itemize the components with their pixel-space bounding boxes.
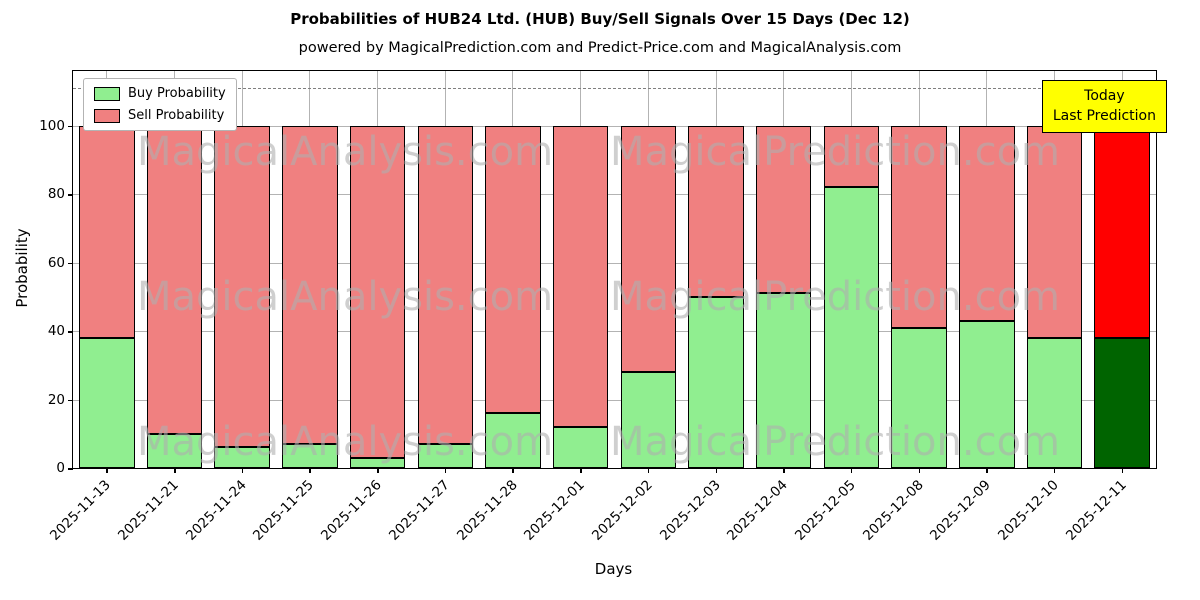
bar-segment-buy <box>214 447 270 468</box>
x-tick-label: 2025-12-10 <box>994 477 1062 544</box>
x-tick-mark <box>106 468 108 473</box>
bar-segment-buy <box>79 337 135 468</box>
legend: Buy Probability Sell Probability <box>83 78 237 131</box>
legend-item-sell: Sell Probability <box>94 108 226 123</box>
sell-probability-swatch <box>94 108 120 123</box>
y-tick-label: 60 <box>47 254 65 271</box>
y-gridline <box>73 194 1156 196</box>
x-tick-mark <box>850 468 853 473</box>
y-gridline <box>73 399 1156 401</box>
y-tick-label: 20 <box>47 391 65 408</box>
x-tick-label: 2025-12-09 <box>927 477 995 544</box>
y-tick-mark <box>68 125 73 128</box>
bar-segment-buy <box>146 433 203 468</box>
y-tick-label: 100 <box>39 117 65 134</box>
x-tick-mark <box>377 468 379 473</box>
bar-segment-sell <box>417 125 474 445</box>
x-tick-mark <box>512 468 514 473</box>
x-tick-mark <box>918 468 921 473</box>
bar-segment-sell <box>349 125 406 458</box>
bar-segment-sell <box>1026 125 1083 338</box>
y-tick-mark <box>68 262 73 265</box>
today-annotation: Today Last Prediction <box>1041 80 1167 133</box>
threshold-dashed-line <box>73 88 1156 90</box>
bar-segment-buy <box>349 457 406 468</box>
bar-segment-sell <box>485 125 541 414</box>
bar-segment-sell <box>755 125 812 294</box>
bar-segment-buy <box>1026 337 1083 468</box>
bar-segment-buy <box>1094 337 1150 468</box>
bar-segment-sell <box>146 125 203 434</box>
x-tick-mark <box>647 468 650 473</box>
y-axis-label: Probability <box>13 228 31 308</box>
x-tick-label: 2025-11-25 <box>250 477 318 544</box>
x-tick-label: 2025-12-02 <box>588 477 656 544</box>
bar-segment-sell <box>552 125 609 427</box>
chart-title: Probabilities of HUB24 Ltd. (HUB) Buy/Se… <box>290 10 910 28</box>
bar-segment-buy <box>755 293 812 468</box>
x-tick-mark <box>444 468 447 473</box>
bar-segment-buy <box>485 413 541 468</box>
x-tick-label: 2025-11-27 <box>385 477 453 544</box>
x-tick-label: 2025-11-28 <box>453 477 521 544</box>
y-tick-label: 80 <box>47 186 65 203</box>
y-gridline <box>73 331 1156 333</box>
bar-segment-sell <box>823 125 880 188</box>
legend-item-buy: Buy Probability <box>94 86 226 101</box>
y-tick-label: 40 <box>47 323 65 340</box>
x-tick-label: 2025-11-24 <box>182 477 250 544</box>
bar-segment-buy <box>552 426 609 468</box>
y-gridline <box>73 125 1156 127</box>
legend-buy-label: Buy Probability <box>128 86 226 101</box>
x-axis-label: Days <box>594 560 633 578</box>
today-annotation-line1: Today <box>1084 88 1125 104</box>
x-tick-label: 2025-12-03 <box>656 477 724 544</box>
y-tick-label: 0 <box>56 460 65 476</box>
bar-segment-sell <box>620 125 677 373</box>
bar-segment-sell <box>1094 125 1150 338</box>
y-gridline <box>73 262 1156 264</box>
x-tick-mark <box>715 468 718 473</box>
x-tick-label: 2025-12-11 <box>1062 477 1130 544</box>
x-tick-mark <box>241 468 244 473</box>
bar-segment-buy <box>620 372 677 468</box>
x-tick-label: 2025-11-21 <box>115 477 182 544</box>
bar-segment-sell <box>79 125 135 338</box>
x-tick-label: 2025-12-01 <box>521 477 588 544</box>
x-tick-label: 2025-12-05 <box>791 477 859 544</box>
y-tick-mark <box>68 468 73 470</box>
bar-segment-buy <box>959 320 1015 468</box>
bar-segment-sell <box>959 125 1015 321</box>
buy-probability-swatch <box>94 86 120 101</box>
today-annotation-line2: Last Prediction <box>1052 108 1156 125</box>
bar-segment-buy <box>417 444 474 468</box>
bar-segment-sell <box>688 125 744 297</box>
y-tick-mark <box>68 331 73 333</box>
x-tick-label: 2025-12-04 <box>724 477 792 544</box>
x-tick-mark <box>1053 468 1056 473</box>
x-tick-label: 2025-11-26 <box>318 477 385 544</box>
bar-segment-sell <box>282 125 338 445</box>
bar-segment-buy <box>688 296 744 468</box>
bar-segment-sell <box>214 125 270 448</box>
x-tick-mark <box>783 468 785 473</box>
x-tick-label: 2025-11-13 <box>47 477 115 544</box>
x-tick-mark <box>174 468 176 473</box>
bar-segment-buy <box>282 444 338 468</box>
bar-segment-sell <box>891 125 947 328</box>
x-tick-mark <box>309 468 311 473</box>
legend-sell-label: Sell Probability <box>128 108 225 123</box>
x-tick-mark <box>986 468 988 473</box>
plot-area: Buy Probability Sell Probability 0 20 40 60… <box>39 70 1157 544</box>
x-tick-label: 2025-12-08 <box>859 477 927 544</box>
x-tick-mark <box>580 468 582 473</box>
bar-segment-buy <box>891 327 947 468</box>
y-tick-mark <box>68 399 73 402</box>
bar-segment-buy <box>823 187 880 468</box>
chart-subtitle: powered by MagicalPrediction.com and Pre… <box>298 40 902 56</box>
x-tick-mark <box>1121 468 1124 473</box>
y-tick-mark <box>68 194 73 196</box>
